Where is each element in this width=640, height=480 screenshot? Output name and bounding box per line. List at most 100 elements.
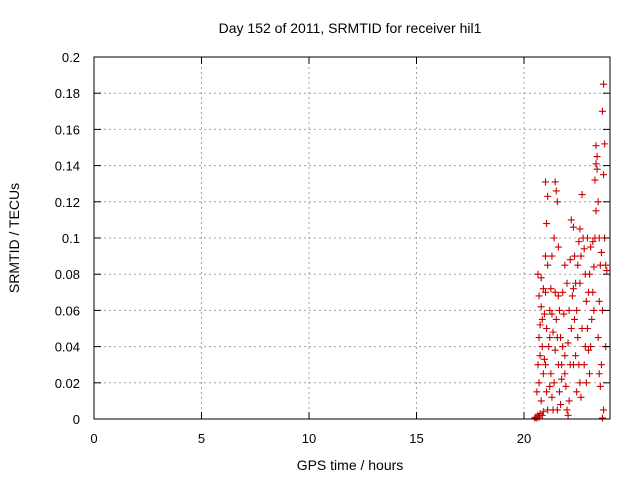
x-tick-label: 10: [302, 431, 316, 446]
data-point: [546, 382, 554, 390]
y-tick-label: 0.2: [62, 50, 80, 65]
data-point: [554, 292, 562, 300]
data-point: [536, 321, 544, 329]
chart-title: Day 152 of 2011, SRMTID for receiver hil…: [219, 20, 482, 36]
data-point: [535, 379, 543, 387]
data-point: [578, 325, 586, 332]
data-point: [577, 393, 585, 401]
data-point: [569, 285, 577, 293]
data-point: [600, 406, 608, 414]
data-point: [576, 379, 584, 387]
data-point: [551, 178, 559, 186]
data-point: [572, 352, 580, 360]
data-point: [575, 238, 583, 246]
data-point: [574, 334, 582, 342]
data-point: [535, 292, 543, 300]
data-point: [598, 414, 606, 422]
data-point: [566, 256, 574, 264]
data-point: [594, 198, 602, 206]
data-point: [539, 285, 547, 293]
data-point: [537, 397, 545, 405]
data-point: [578, 191, 586, 199]
data-point: [561, 261, 569, 269]
data-point: [580, 361, 588, 369]
data-point: [543, 388, 551, 396]
data-point: [561, 352, 569, 360]
data-point: [555, 388, 563, 396]
data-point: [569, 223, 577, 231]
data-point: [601, 140, 609, 148]
y-tick-label: 0.1: [62, 231, 80, 246]
data-point: [576, 225, 584, 233]
data-point: [598, 107, 606, 115]
data-point: [587, 243, 595, 251]
y-tick-label: 0.08: [55, 267, 80, 282]
y-tick-label: 0.04: [55, 340, 80, 355]
data-point: [593, 153, 601, 161]
data-point: [567, 216, 575, 224]
data-point: [585, 288, 592, 296]
data-point: [573, 388, 581, 396]
data-point: [544, 192, 552, 200]
data-point: [603, 267, 611, 275]
x-tick-label: 15: [409, 431, 423, 446]
data-point: [544, 261, 552, 269]
data-point: [582, 297, 590, 305]
data-point: [562, 382, 570, 390]
data-point: [591, 176, 599, 184]
data-point: [534, 361, 542, 369]
data-point: [559, 288, 567, 296]
data-point: [554, 243, 562, 251]
data-point: [548, 252, 556, 260]
data-point: [571, 315, 579, 323]
data-point: [594, 334, 602, 342]
data-point: [565, 397, 573, 405]
x-tick-label: 20: [517, 431, 531, 446]
data-point: [542, 288, 549, 296]
data-point: [589, 238, 597, 246]
y-tick-label: 0.14: [55, 159, 80, 174]
y-tick-label: 0: [73, 412, 80, 427]
data-point: [558, 375, 566, 383]
data-point: [576, 279, 584, 287]
data-point: [590, 306, 598, 314]
data-point: [592, 160, 600, 168]
data-point: [595, 370, 603, 378]
data-point: [537, 274, 545, 282]
grid: [94, 57, 610, 419]
x-tick-label: 5: [198, 431, 205, 446]
data-point: [597, 361, 605, 369]
data-point: [586, 270, 594, 278]
data-point: [564, 339, 572, 347]
y-tick-label: 0.12: [55, 195, 80, 210]
data-point: [563, 406, 571, 414]
data-point: [600, 171, 608, 179]
data-point: [565, 306, 573, 314]
data-point: [600, 80, 608, 88]
data-point: [560, 310, 568, 318]
data-point: [553, 198, 561, 206]
data-point: [571, 252, 579, 260]
data-point: [590, 263, 598, 271]
data-point: [538, 315, 546, 323]
y-tick-label: 0.16: [55, 122, 80, 137]
data-point: [538, 411, 546, 419]
data-point: [543, 325, 551, 332]
data-point: [535, 334, 543, 342]
data-point: [548, 393, 556, 401]
data-point: [593, 165, 601, 173]
data-point: [540, 355, 548, 363]
data-point: [551, 346, 559, 354]
data-point: [542, 178, 549, 186]
data-point: [567, 325, 575, 332]
data-point: [550, 234, 558, 242]
data-point: [557, 334, 565, 342]
y-axis-label: SRMTID / TECUs: [6, 183, 22, 293]
data-point: [542, 361, 549, 369]
data-point: [538, 343, 546, 351]
data-point: [536, 352, 544, 360]
data-point: [558, 361, 566, 369]
data-point: [545, 343, 553, 351]
data-point: [602, 261, 610, 269]
data-point: [577, 252, 585, 260]
